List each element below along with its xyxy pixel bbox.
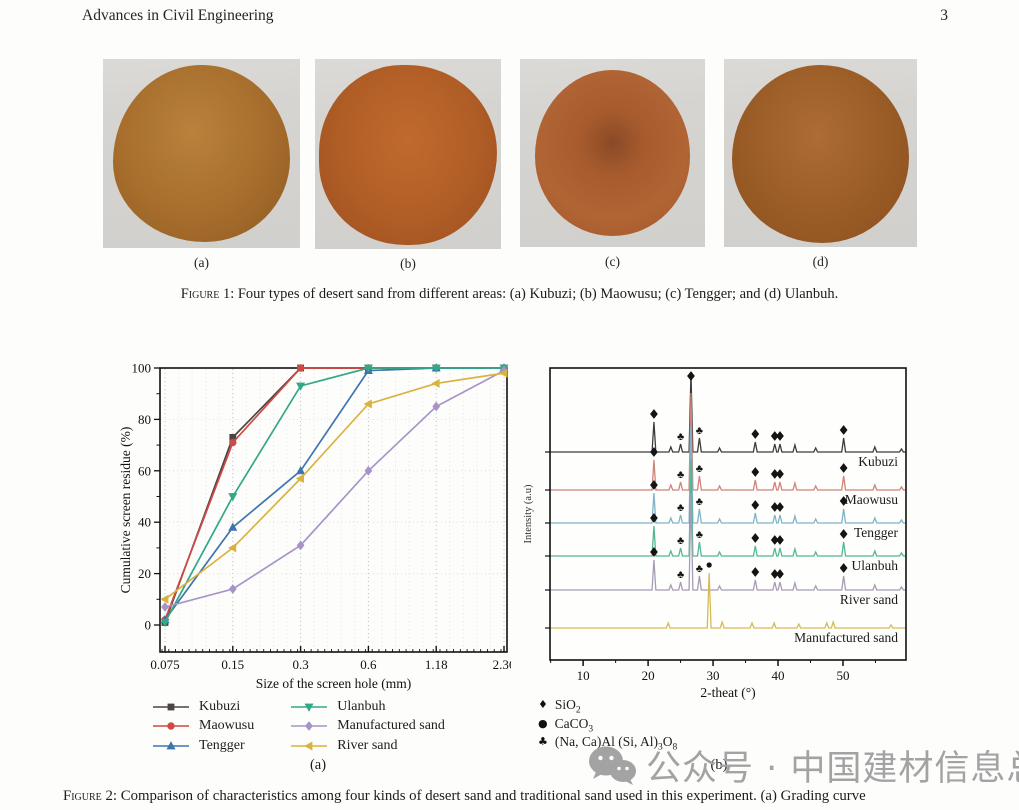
sand-photo-ulanbuh: (d) [724, 59, 917, 270]
svg-text:40: 40 [772, 668, 785, 683]
figure2-caption-text: Comparison of characteristics among four… [117, 788, 866, 804]
svg-text:♣: ♣ [696, 563, 703, 575]
sand-photo-image [520, 59, 705, 247]
legend-item: River sand [290, 738, 445, 754]
legend-label: Tengger [199, 737, 245, 753]
sand-photo-image [724, 59, 917, 247]
legend-marker-icon: ♦ [538, 698, 548, 711]
legend-label: River sand [337, 737, 398, 753]
figure2-caption-label: Figure 2: [63, 788, 117, 804]
subfigure-a-label: (a) [309, 757, 327, 773]
svg-text:♣: ♣ [696, 463, 703, 475]
journal-title: Advances in Civil Engineering [82, 7, 274, 24]
legend-item: Ulanbuh [290, 699, 445, 715]
photo-label: (b) [400, 256, 416, 271]
grading-curve-chart: 0 20 40 60 80 100 0.075 0.15 0.3 0.6 1.18 2.36 Size … [118, 361, 511, 692]
grading-curve-legend: Kubuzi Maowusu Tengger Ulanbuh Manufactured … [152, 699, 445, 754]
svg-text:0.6: 0.6 [360, 657, 377, 672]
svg-text:Cumulative screen residue (%): Cumulative screen residue (%) [118, 427, 133, 594]
xrd-legend: ♦ SiO2 ● CaCO3 ♣ (Na, Ca)Al (Si, Al)3O8 [538, 697, 678, 753]
legend-marker-icon: ♣ [538, 735, 548, 748]
legend-marker-icon [153, 740, 189, 750]
svg-text:30: 30 [707, 668, 720, 683]
legend-marker-icon [291, 721, 328, 732]
legend-item: ♣ (Na, Ca)Al (Si, Al)3O8 [538, 734, 678, 753]
svg-text:♣: ♣ [696, 529, 703, 541]
svg-text:Kubuzi: Kubuzi [858, 454, 898, 469]
sand-photo-maowusu: (b) [315, 59, 501, 272]
svg-text:♣: ♣ [677, 569, 684, 581]
svg-text:Ulanbuh: Ulanbuh [852, 558, 899, 573]
legend-marker-icon: ● [538, 716, 548, 730]
sand-photo-image [103, 59, 300, 248]
sand-pile-blob [731, 64, 910, 244]
legend-marker-icon [153, 722, 189, 730]
sand-photo-kubuzi: (a) [103, 59, 300, 271]
svg-text:♣: ♣ [677, 535, 684, 547]
legend-label: Ulanbuh [337, 698, 386, 714]
legend-marker-icon [291, 741, 328, 751]
svg-text:0.075: 0.075 [150, 657, 179, 672]
svg-text:2.36: 2.36 [493, 657, 511, 672]
svg-text:60: 60 [138, 463, 151, 478]
figure1-caption-label: Figure 1: [180, 286, 235, 302]
sand-pile-blob [112, 64, 291, 243]
sand-pile-blob [534, 70, 691, 236]
figure2-caption: Figure 2: Comparison of characteristics … [63, 788, 993, 805]
svg-text:0.15: 0.15 [221, 657, 244, 672]
svg-text:Manufactured sand: Manufactured sand [794, 630, 898, 645]
photo-label: (a) [194, 255, 209, 270]
legend-label: (Na, Ca)Al (Si, Al)3O8 [554, 734, 678, 753]
photo-label: (c) [605, 254, 620, 269]
photo-label: (d) [812, 254, 829, 269]
legend-item: ● CaCO3 [538, 715, 677, 735]
legend-item: Manufactured sand [290, 718, 445, 735]
svg-text:20: 20 [642, 668, 655, 683]
legend-marker-icon [291, 703, 328, 712]
svg-text:River sand: River sand [840, 592, 898, 607]
figure1-caption: Figure 1: Four types of desert sand from… [0, 286, 1019, 303]
svg-text:♣: ♣ [677, 469, 684, 481]
svg-text:20: 20 [138, 566, 151, 581]
legend-item: Maowusu [152, 718, 255, 735]
svg-text:♣: ♣ [696, 425, 703, 437]
legend-label: Manufactured sand [337, 718, 445, 734]
sand-photo-image [315, 59, 501, 249]
svg-text:Intensity (a.u): Intensity (a.u) [523, 484, 534, 543]
figure1-caption-text: Four types of desert sand from different… [234, 286, 839, 302]
legend-label: Kubuzi [199, 698, 241, 714]
xrd-chart: ♣ ♣ Kubuzi ♣ ♣ Maowusu ♣ ♣ Tengger ♣ ♣ Ulanbuh ♣ ♣ Riv… [523, 367, 907, 700]
sand-pile-blob [318, 64, 498, 246]
svg-text:♣: ♣ [677, 431, 684, 443]
svg-text:0.3: 0.3 [292, 657, 308, 672]
svg-text:10: 10 [577, 668, 590, 683]
svg-text:♣: ♣ [677, 502, 684, 514]
legend-label: SiO2 [554, 697, 581, 716]
svg-text:Size of the screen hole (mm): Size of the screen hole (mm) [256, 676, 412, 691]
legend-marker-icon [153, 703, 189, 711]
page-number: 3 [940, 7, 948, 24]
svg-text:50: 50 [836, 668, 849, 683]
legend-item: Kubuzi [152, 699, 254, 715]
svg-text:♣: ♣ [696, 496, 703, 508]
svg-text:Maowusu: Maowusu [845, 492, 898, 507]
svg-text:100: 100 [132, 361, 152, 376]
subfigure-b-label: (b) [710, 757, 728, 773]
svg-text:0: 0 [145, 618, 152, 633]
legend-item: Tengger [152, 738, 254, 754]
svg-text:40: 40 [138, 515, 151, 530]
svg-text:2-theat (°): 2-theat (°) [700, 685, 755, 700]
svg-text:1.18: 1.18 [425, 657, 448, 672]
legend-item: ♦ SiO2 [538, 697, 677, 716]
legend-column: Kubuzi Maowusu Tengger [152, 699, 254, 754]
legend-label: CaCO3 [554, 715, 594, 735]
svg-text:80: 80 [138, 412, 151, 427]
svg-text:Tengger: Tengger [854, 525, 899, 540]
sand-photo-tengger: (c) [520, 59, 705, 270]
legend-label: Maowusu [199, 718, 255, 734]
legend-column: Ulanbuh Manufactured sand River sand [290, 699, 445, 754]
